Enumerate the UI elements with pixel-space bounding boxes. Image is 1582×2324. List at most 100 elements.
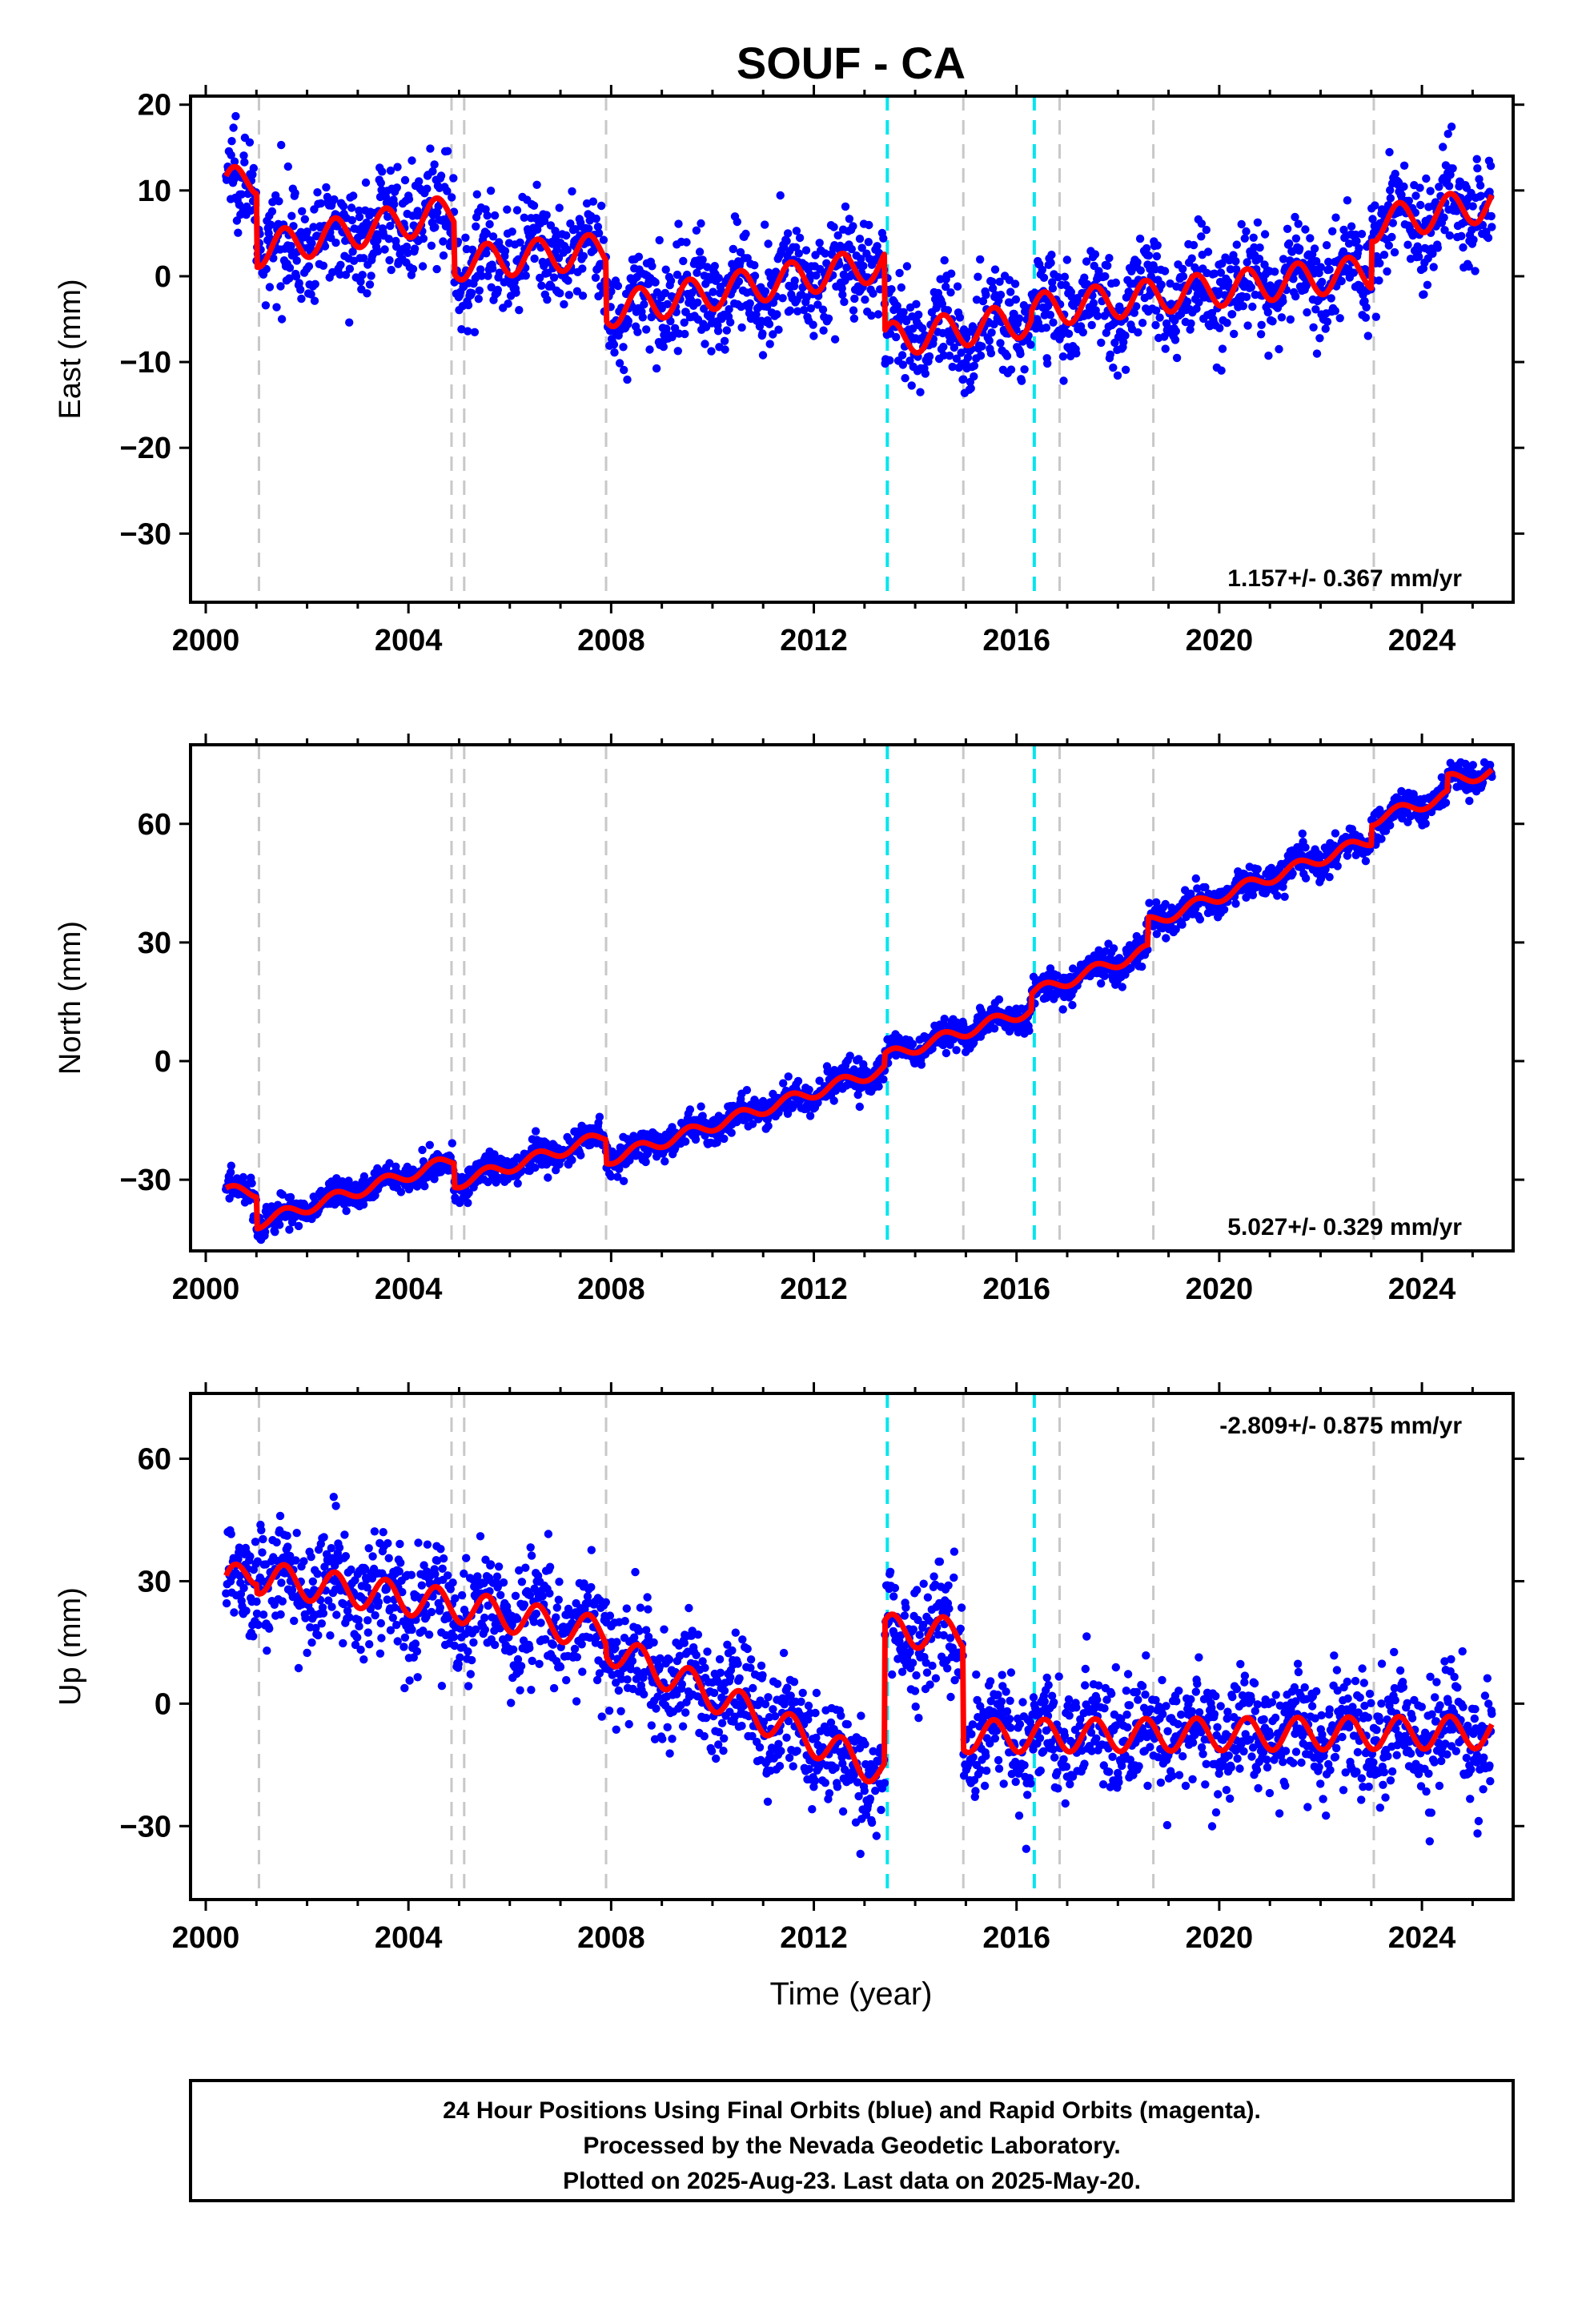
position-point xyxy=(988,283,998,293)
position-point xyxy=(619,343,628,352)
position-point xyxy=(793,307,802,316)
y-tick-label: 10 xyxy=(138,175,171,208)
position-point xyxy=(765,320,774,328)
position-point xyxy=(1383,267,1391,276)
daily-positions xyxy=(222,1493,1496,1859)
position-point xyxy=(1133,258,1142,267)
position-point xyxy=(1097,979,1106,988)
position-point xyxy=(624,316,632,326)
position-point xyxy=(340,1530,349,1539)
position-point xyxy=(1119,338,1128,347)
position-point xyxy=(1093,312,1102,320)
position-point xyxy=(443,147,452,155)
position-point xyxy=(415,177,424,186)
position-point xyxy=(227,137,236,146)
position-point xyxy=(707,347,716,356)
position-point xyxy=(952,1046,961,1055)
position-point xyxy=(227,1161,235,1170)
position-point xyxy=(1285,239,1294,248)
position-point xyxy=(1476,191,1486,200)
position-point xyxy=(482,229,492,238)
position-point xyxy=(685,1105,695,1114)
position-point xyxy=(990,1024,999,1033)
position-point xyxy=(564,291,573,300)
position-point xyxy=(1248,891,1258,900)
position-point xyxy=(595,1112,604,1121)
position-point xyxy=(959,375,968,384)
position-point xyxy=(1232,265,1241,274)
position-point xyxy=(1324,257,1333,267)
position-point xyxy=(727,1128,736,1137)
position-point xyxy=(477,271,486,280)
position-point xyxy=(229,123,238,132)
position-point xyxy=(584,224,593,233)
position-point xyxy=(763,302,772,312)
position-point xyxy=(845,1051,854,1060)
position-point xyxy=(278,1597,287,1606)
position-point xyxy=(1064,329,1074,338)
position-point xyxy=(283,1542,292,1551)
position-point xyxy=(277,140,286,150)
position-point xyxy=(424,1630,434,1639)
position-point xyxy=(1161,344,1170,353)
position-point xyxy=(1404,196,1414,205)
position-point xyxy=(1151,320,1160,330)
position-point xyxy=(448,1578,457,1587)
position-point xyxy=(1039,273,1049,282)
y-tick-label: −20 xyxy=(120,432,171,465)
position-point xyxy=(1105,254,1114,263)
position-point xyxy=(1325,265,1334,274)
position-point xyxy=(613,281,623,291)
position-point xyxy=(363,289,371,298)
position-point xyxy=(1160,267,1170,275)
position-point xyxy=(1309,323,1318,332)
position-point xyxy=(963,353,973,362)
position-point xyxy=(400,1633,410,1642)
position-point xyxy=(386,221,395,231)
position-point xyxy=(396,1188,406,1196)
position-point xyxy=(737,323,746,332)
position-point xyxy=(349,191,358,200)
position-point xyxy=(1255,255,1264,263)
position-point xyxy=(493,285,502,295)
position-point xyxy=(1232,240,1242,249)
position-point xyxy=(335,1543,344,1552)
position-point xyxy=(408,264,418,274)
position-point xyxy=(339,202,348,211)
position-point xyxy=(258,1548,267,1557)
y-tick-label: −10 xyxy=(120,346,171,380)
position-point xyxy=(1090,250,1100,259)
position-point xyxy=(472,222,480,231)
position-point xyxy=(952,354,962,363)
position-point xyxy=(1006,365,1016,374)
position-point xyxy=(1415,183,1424,192)
position-point xyxy=(1323,317,1332,326)
position-point xyxy=(392,183,401,192)
position-point xyxy=(438,1564,447,1574)
position-point xyxy=(402,242,412,251)
position-point xyxy=(1375,259,1384,267)
position-point xyxy=(829,223,838,231)
position-point xyxy=(283,1531,291,1540)
position-point xyxy=(1335,314,1344,323)
position-point xyxy=(373,236,382,245)
position-point xyxy=(377,1634,386,1642)
position-point xyxy=(359,1172,369,1181)
position-point xyxy=(319,261,328,270)
position-point xyxy=(313,1570,322,1578)
position-point xyxy=(1312,257,1321,266)
position-point xyxy=(436,1545,445,1554)
position-point xyxy=(776,191,785,200)
position-point xyxy=(532,180,541,189)
position-point xyxy=(805,1112,815,1120)
position-point xyxy=(1016,349,1025,359)
position-point xyxy=(1144,251,1154,260)
position-point xyxy=(296,285,305,294)
position-point xyxy=(1448,164,1457,173)
position-point xyxy=(560,300,568,309)
position-point xyxy=(1132,302,1141,311)
position-point xyxy=(722,326,731,335)
position-point xyxy=(291,1556,300,1565)
position-point xyxy=(855,235,865,243)
position-point xyxy=(987,328,996,337)
